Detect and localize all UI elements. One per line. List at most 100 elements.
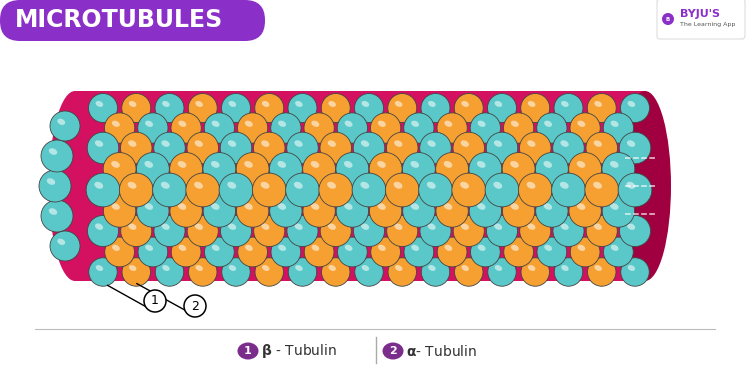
Ellipse shape: [46, 178, 56, 185]
Circle shape: [121, 215, 152, 247]
Circle shape: [470, 237, 500, 267]
Circle shape: [369, 152, 402, 186]
Ellipse shape: [460, 182, 469, 189]
Circle shape: [618, 173, 652, 207]
Ellipse shape: [95, 101, 104, 107]
Circle shape: [104, 195, 136, 227]
Ellipse shape: [394, 223, 403, 230]
Ellipse shape: [310, 161, 320, 168]
Circle shape: [520, 132, 551, 164]
Ellipse shape: [49, 208, 57, 215]
Circle shape: [121, 132, 152, 164]
Ellipse shape: [362, 265, 369, 271]
Ellipse shape: [382, 343, 404, 360]
Circle shape: [104, 113, 135, 143]
Ellipse shape: [294, 182, 303, 189]
Circle shape: [336, 195, 368, 227]
Circle shape: [320, 215, 351, 247]
Circle shape: [387, 215, 418, 247]
Ellipse shape: [610, 245, 619, 251]
Ellipse shape: [310, 203, 320, 210]
Circle shape: [453, 132, 484, 164]
Circle shape: [39, 170, 71, 202]
Circle shape: [219, 173, 253, 207]
Circle shape: [286, 173, 320, 207]
Circle shape: [255, 93, 284, 122]
Ellipse shape: [578, 121, 585, 127]
Circle shape: [138, 237, 168, 267]
Ellipse shape: [311, 245, 320, 251]
Ellipse shape: [427, 140, 436, 147]
Circle shape: [353, 215, 385, 247]
Circle shape: [155, 258, 184, 286]
Circle shape: [50, 111, 80, 141]
Circle shape: [503, 195, 535, 227]
Circle shape: [138, 113, 168, 143]
Circle shape: [171, 113, 201, 143]
Ellipse shape: [228, 223, 236, 230]
Ellipse shape: [360, 182, 369, 189]
Circle shape: [205, 237, 234, 267]
Ellipse shape: [510, 161, 519, 168]
Ellipse shape: [111, 161, 120, 168]
Ellipse shape: [595, 265, 602, 271]
Ellipse shape: [129, 265, 136, 271]
Ellipse shape: [511, 121, 519, 127]
Circle shape: [288, 258, 316, 286]
Circle shape: [188, 215, 218, 247]
Ellipse shape: [278, 161, 286, 168]
Circle shape: [255, 258, 284, 286]
Ellipse shape: [344, 161, 352, 168]
Ellipse shape: [260, 182, 269, 189]
Circle shape: [41, 200, 73, 232]
Circle shape: [554, 93, 583, 122]
Ellipse shape: [594, 223, 602, 230]
Circle shape: [355, 258, 383, 286]
Ellipse shape: [178, 203, 186, 210]
Circle shape: [620, 215, 650, 247]
Circle shape: [41, 140, 73, 172]
Ellipse shape: [178, 245, 186, 251]
Circle shape: [404, 113, 434, 143]
Circle shape: [304, 237, 334, 267]
Circle shape: [469, 152, 502, 186]
Circle shape: [220, 132, 252, 164]
Ellipse shape: [128, 140, 136, 147]
Ellipse shape: [561, 265, 568, 271]
Ellipse shape: [261, 223, 269, 230]
Ellipse shape: [112, 245, 120, 251]
Ellipse shape: [196, 265, 203, 271]
Ellipse shape: [211, 245, 220, 251]
Ellipse shape: [278, 203, 286, 210]
Circle shape: [437, 113, 467, 143]
Circle shape: [436, 152, 469, 186]
Circle shape: [553, 215, 584, 247]
Circle shape: [170, 152, 202, 186]
Circle shape: [105, 237, 134, 267]
Ellipse shape: [560, 182, 568, 189]
Circle shape: [420, 215, 451, 247]
Ellipse shape: [162, 265, 170, 271]
Circle shape: [419, 173, 452, 207]
Circle shape: [353, 132, 385, 164]
Ellipse shape: [244, 161, 253, 168]
Circle shape: [352, 173, 386, 207]
Ellipse shape: [344, 203, 352, 210]
Circle shape: [203, 152, 236, 186]
Ellipse shape: [345, 245, 352, 251]
Circle shape: [388, 93, 417, 122]
Circle shape: [269, 152, 302, 186]
Ellipse shape: [560, 223, 568, 230]
Ellipse shape: [378, 245, 386, 251]
Ellipse shape: [394, 182, 403, 189]
Ellipse shape: [395, 265, 403, 271]
Ellipse shape: [49, 91, 101, 281]
Circle shape: [87, 132, 118, 164]
Ellipse shape: [527, 223, 536, 230]
Circle shape: [288, 93, 317, 122]
Circle shape: [254, 215, 285, 247]
Ellipse shape: [428, 101, 436, 107]
Circle shape: [238, 237, 268, 267]
Circle shape: [236, 195, 268, 227]
Ellipse shape: [211, 203, 220, 210]
